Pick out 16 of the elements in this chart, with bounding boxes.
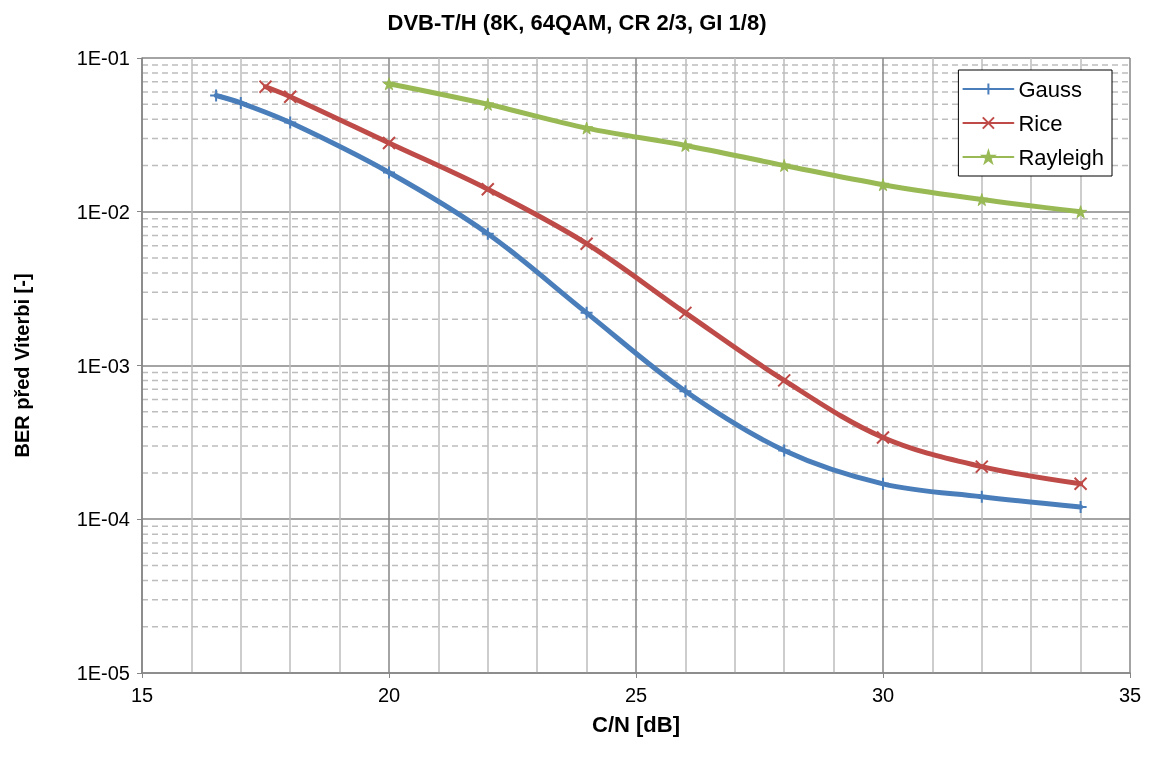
y-tick-label: 1E-05 — [76, 662, 130, 684]
x-axis-title: C/N [dB] — [592, 711, 680, 737]
x-tick-label: 35 — [1118, 684, 1142, 706]
y-axis-title: BER před Viterbi [-] — [11, 273, 33, 458]
legend-label: Rice — [1018, 110, 1063, 136]
chart-title: DVB-T/H (8K, 64QAM, CR 2/3, GI 1/8) — [387, 9, 767, 35]
legend-label: Rayleigh — [1018, 144, 1104, 170]
y-tick-label: 1E-03 — [76, 354, 130, 377]
x-tick-label: 30 — [871, 684, 895, 706]
y-tick-label: 1E-04 — [76, 508, 130, 531]
y-tick-label: 1E-01 — [76, 47, 130, 69]
y-tick-label: 1E-02 — [76, 200, 130, 223]
x-tick-label: 20 — [377, 684, 401, 706]
x-tick-label: 15 — [130, 684, 154, 706]
legend-label: Gauss — [1018, 76, 1082, 102]
x-tick-label: 25 — [624, 684, 648, 706]
